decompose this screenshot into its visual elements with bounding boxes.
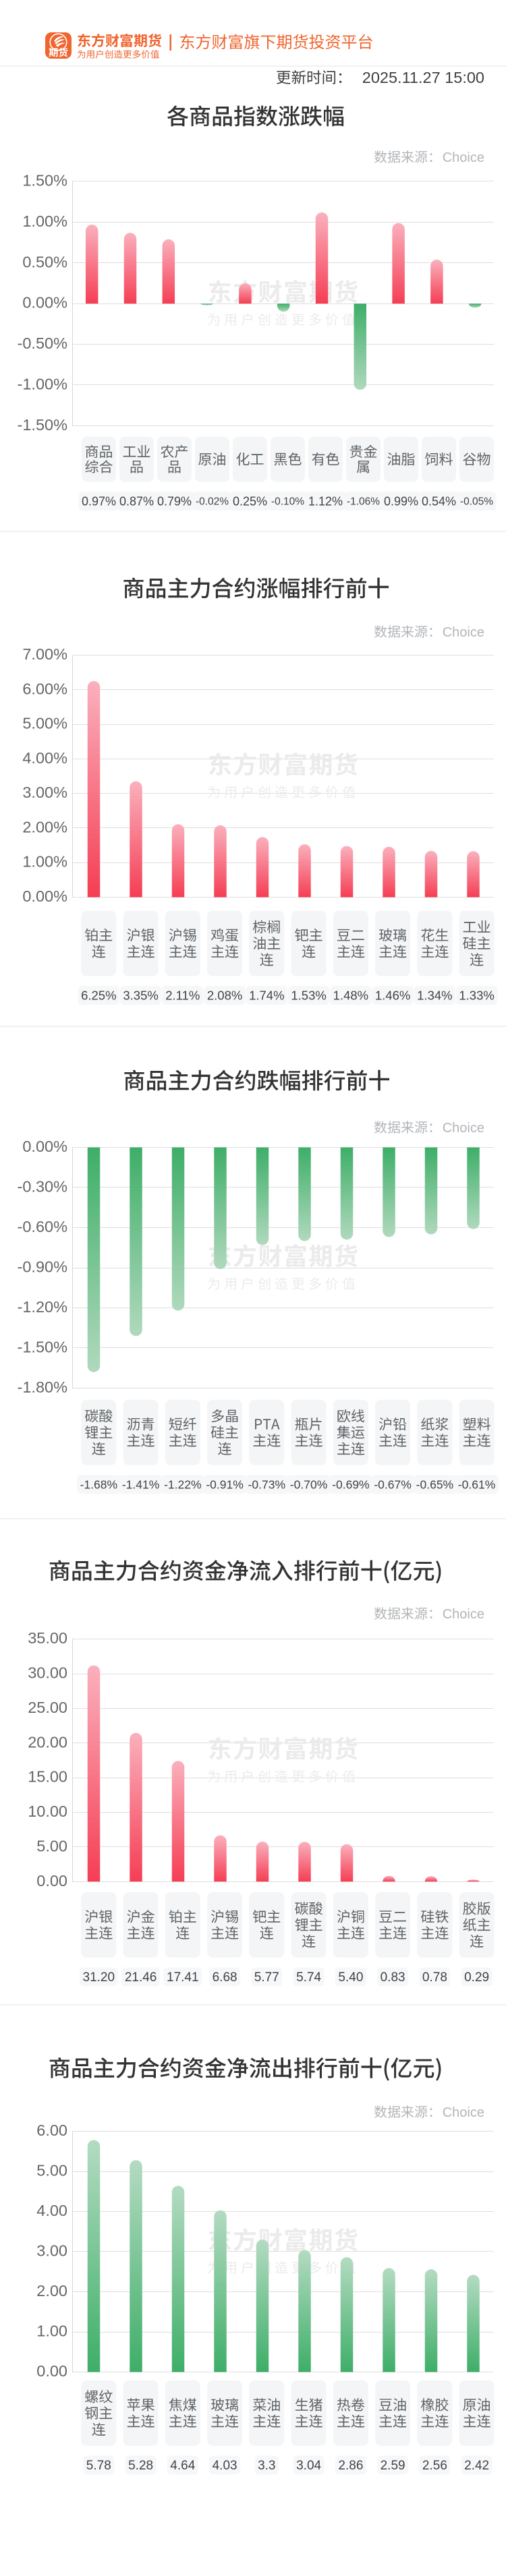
svg-text:2.42: 2.42 — [464, 2459, 489, 2473]
svg-text:5.00%: 5.00% — [22, 715, 67, 732]
svg-text:1.00%: 1.00% — [22, 212, 67, 230]
svg-text:7.00%: 7.00% — [22, 645, 67, 663]
svg-text:-0.05%: -0.05% — [460, 496, 493, 507]
svg-text:0.87%: 0.87% — [119, 494, 154, 508]
svg-text:0.50%: 0.50% — [22, 253, 67, 270]
svg-text:-0.60%: -0.60% — [18, 1218, 68, 1235]
svg-text:2.56: 2.56 — [422, 2459, 447, 2473]
svg-text:0.00%: 0.00% — [22, 294, 67, 312]
svg-text:35.00: 35.00 — [28, 1629, 67, 1647]
svg-text:5.00: 5.00 — [36, 2162, 67, 2179]
svg-text:0.79%: 0.79% — [157, 494, 192, 508]
svg-text:3.00: 3.00 — [36, 2242, 67, 2260]
svg-text:31.20: 31.20 — [83, 1970, 115, 1985]
svg-text:3.04: 3.04 — [296, 2459, 321, 2473]
svg-text:2.11%: 2.11% — [165, 989, 200, 1003]
svg-text:-1.22%: -1.22% — [164, 1477, 201, 1491]
svg-text:-1.50%: -1.50% — [18, 1339, 68, 1356]
svg-text:0.99%: 0.99% — [384, 494, 418, 508]
svg-text:1.00: 1.00 — [36, 2322, 67, 2340]
svg-text:4.00: 4.00 — [36, 2202, 67, 2219]
svg-text:3.00%: 3.00% — [22, 784, 67, 801]
svg-text:-0.90%: -0.90% — [18, 1258, 68, 1276]
svg-text:-0.61%: -0.61% — [458, 1477, 495, 1491]
svg-text:5.00: 5.00 — [36, 1837, 67, 1854]
svg-text:-0.30%: -0.30% — [18, 1178, 68, 1196]
svg-text:0.54%: 0.54% — [422, 494, 456, 508]
svg-text:2.59: 2.59 — [381, 2459, 405, 2473]
svg-text:4.64: 4.64 — [170, 2459, 195, 2473]
svg-text:2025.11.27 15:00: 2025.11.27 15:00 — [362, 69, 484, 86]
svg-text:Choice: Choice — [443, 1607, 484, 1622]
svg-text:-0.50%: -0.50% — [18, 334, 68, 352]
svg-text:-0.91%: -0.91% — [206, 1477, 243, 1491]
svg-text:0.00: 0.00 — [36, 1872, 67, 1890]
svg-text:2.00: 2.00 — [36, 2282, 67, 2300]
svg-text:-0.69%: -0.69% — [332, 1477, 369, 1491]
svg-text:Choice: Choice — [443, 1121, 484, 1136]
svg-text:5.40: 5.40 — [338, 1970, 363, 1985]
svg-text:3.35%: 3.35% — [123, 989, 158, 1003]
svg-text:-0.73%: -0.73% — [248, 1477, 285, 1491]
svg-text:0.00%: 0.00% — [22, 1138, 67, 1155]
svg-text:4.03: 4.03 — [213, 2459, 237, 2473]
svg-text:1.34%: 1.34% — [417, 989, 452, 1003]
svg-text:4.00%: 4.00% — [22, 749, 67, 767]
svg-text:20.00: 20.00 — [28, 1733, 67, 1751]
svg-text:17.41: 17.41 — [167, 1970, 199, 1985]
svg-text:2.00%: 2.00% — [22, 818, 67, 836]
svg-text:6.68: 6.68 — [213, 1970, 237, 1985]
svg-text:1.33%: 1.33% — [459, 989, 494, 1003]
svg-text:1.46%: 1.46% — [375, 989, 410, 1003]
svg-text:-1.50%: -1.50% — [18, 416, 68, 434]
svg-text:-1.00%: -1.00% — [18, 376, 68, 393]
svg-text:-0.02%: -0.02% — [196, 496, 229, 507]
svg-text:1.74%: 1.74% — [249, 989, 284, 1003]
svg-text:Choice: Choice — [443, 625, 484, 640]
svg-text:5.77: 5.77 — [254, 1970, 279, 1985]
svg-text:0.00: 0.00 — [36, 2362, 67, 2380]
svg-text:0.97%: 0.97% — [82, 494, 116, 508]
svg-text:0.00%: 0.00% — [22, 887, 67, 905]
svg-text:-0.10%: -0.10% — [271, 496, 304, 507]
svg-text:-1.20%: -1.20% — [18, 1298, 68, 1316]
svg-text:30.00: 30.00 — [28, 1664, 67, 1682]
svg-text:6.25%: 6.25% — [81, 989, 116, 1003]
svg-text:1.00%: 1.00% — [22, 853, 67, 871]
svg-text:2.08%: 2.08% — [207, 989, 242, 1003]
svg-text:21.46: 21.46 — [125, 1970, 157, 1985]
svg-text:0.78: 0.78 — [422, 1970, 447, 1985]
svg-text:-1.41%: -1.41% — [122, 1477, 159, 1491]
svg-text:0.25%: 0.25% — [233, 494, 267, 508]
svg-text:10.00: 10.00 — [28, 1803, 67, 1820]
svg-text:Choice: Choice — [443, 150, 484, 165]
svg-text:6.00%: 6.00% — [22, 680, 67, 697]
svg-text:-1.68%: -1.68% — [80, 1477, 117, 1491]
svg-text:5.78: 5.78 — [86, 2459, 111, 2473]
svg-text:5.28: 5.28 — [128, 2459, 153, 2473]
svg-text:-1.06%: -1.06% — [347, 496, 380, 507]
svg-text:Choice: Choice — [443, 2105, 484, 2120]
svg-text:-1.80%: -1.80% — [18, 1378, 68, 1396]
svg-text:-0.67%: -0.67% — [374, 1477, 411, 1491]
svg-text:6.00: 6.00 — [36, 2121, 67, 2139]
svg-text:2.86: 2.86 — [338, 2459, 363, 2473]
svg-text:1.50%: 1.50% — [22, 172, 67, 189]
svg-text:25.00: 25.00 — [28, 1699, 67, 1716]
svg-text:3.3: 3.3 — [258, 2459, 275, 2473]
svg-text:0.29: 0.29 — [464, 1970, 489, 1985]
svg-text:15.00: 15.00 — [28, 1768, 67, 1786]
svg-text:1.12%: 1.12% — [308, 494, 343, 508]
svg-text:1.53%: 1.53% — [291, 989, 326, 1003]
svg-text:5.74: 5.74 — [296, 1970, 321, 1985]
svg-text:0.83: 0.83 — [381, 1970, 405, 1985]
svg-text:1.48%: 1.48% — [333, 989, 368, 1003]
svg-text:-0.65%: -0.65% — [416, 1477, 453, 1491]
svg-text:-0.70%: -0.70% — [290, 1477, 327, 1491]
